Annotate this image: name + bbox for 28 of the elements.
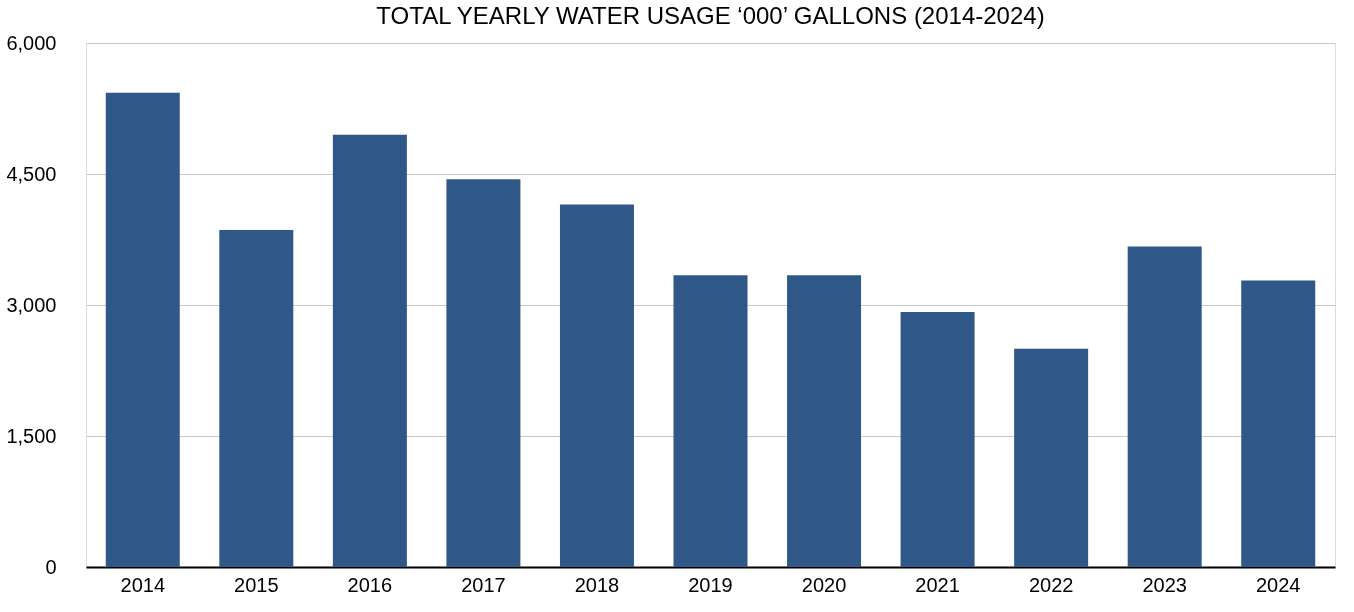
bar bbox=[1241, 280, 1316, 567]
x-tick-label: 2022 bbox=[1028, 573, 1074, 596]
bar bbox=[446, 179, 521, 567]
bar bbox=[559, 204, 634, 567]
y-tick-label: 0 bbox=[45, 555, 57, 578]
bar bbox=[332, 134, 407, 567]
x-tick-label: 2024 bbox=[1255, 573, 1301, 596]
bar bbox=[1014, 348, 1089, 567]
bar bbox=[105, 92, 180, 567]
x-tick-label: 2020 bbox=[801, 573, 847, 596]
y-tick-label: 3,000 bbox=[6, 293, 57, 316]
x-tick-label: 2014 bbox=[120, 573, 166, 596]
x-tick-label: 2021 bbox=[915, 573, 960, 596]
bar bbox=[673, 275, 748, 567]
x-tick-label: 2015 bbox=[234, 573, 279, 596]
bar bbox=[219, 229, 294, 567]
x-tick-label: 2023 bbox=[1142, 573, 1187, 596]
x-tick-label: 2016 bbox=[347, 573, 393, 596]
y-tick-label: 6,000 bbox=[6, 31, 57, 54]
bar bbox=[1127, 246, 1202, 567]
y-tick-label: 4,500 bbox=[6, 162, 57, 185]
x-tick-label: 2017 bbox=[461, 573, 506, 596]
chart-title: TOTAL YEARLY WATER USAGE ‘000’ GALLONS (2014-2024) bbox=[376, 2, 1045, 29]
bar bbox=[787, 275, 862, 567]
y-tick-label: 1,500 bbox=[6, 424, 57, 447]
x-tick-label: 2019 bbox=[688, 573, 733, 596]
x-tick-label: 2018 bbox=[574, 573, 620, 596]
bar bbox=[900, 311, 975, 567]
